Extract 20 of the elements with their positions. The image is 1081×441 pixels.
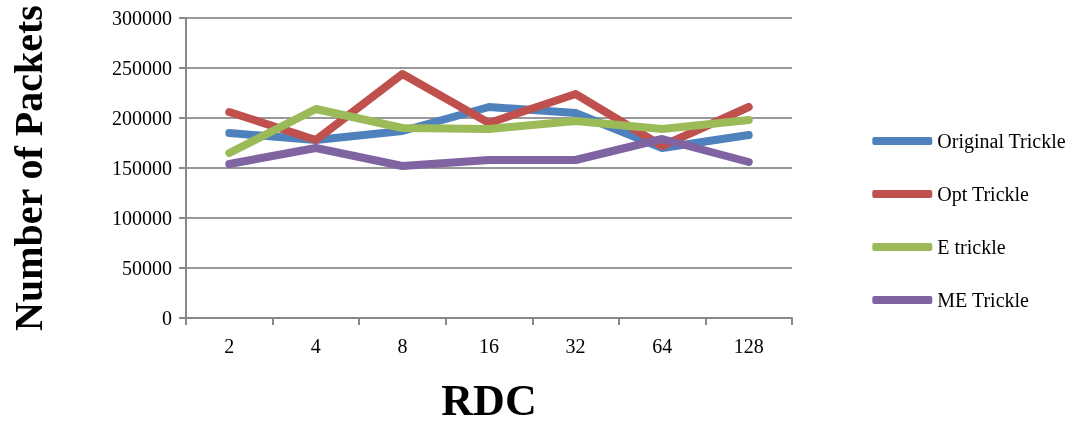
legend-label: E trickle — [937, 236, 1006, 258]
x-tick-label: 64 — [652, 335, 673, 357]
legend-label: Original Trickle — [937, 130, 1066, 153]
y-tick-label: 0 — [162, 307, 172, 329]
y-tick-label: 200000 — [112, 107, 172, 129]
y-tick-label: 100000 — [112, 207, 172, 229]
x-tick-label: 128 — [733, 335, 764, 357]
x-tick-label: 8 — [397, 335, 408, 357]
x-tick-label: 16 — [479, 335, 499, 357]
y-tick-label: 150000 — [112, 157, 172, 179]
x-tick-label: 32 — [565, 335, 586, 357]
y-tick-label: 300000 — [112, 7, 172, 29]
y-axis-title: Number of Packets — [5, 5, 51, 331]
x-axis-title: RDC — [441, 375, 537, 425]
legend-label: ME Trickle — [937, 289, 1030, 311]
x-tick-label: 2 — [224, 335, 235, 357]
legend-label: Opt Trickle — [937, 183, 1030, 206]
y-tick-label: 50000 — [122, 257, 172, 279]
y-tick-label: 250000 — [112, 57, 172, 79]
x-tick-label: 4 — [310, 335, 321, 357]
